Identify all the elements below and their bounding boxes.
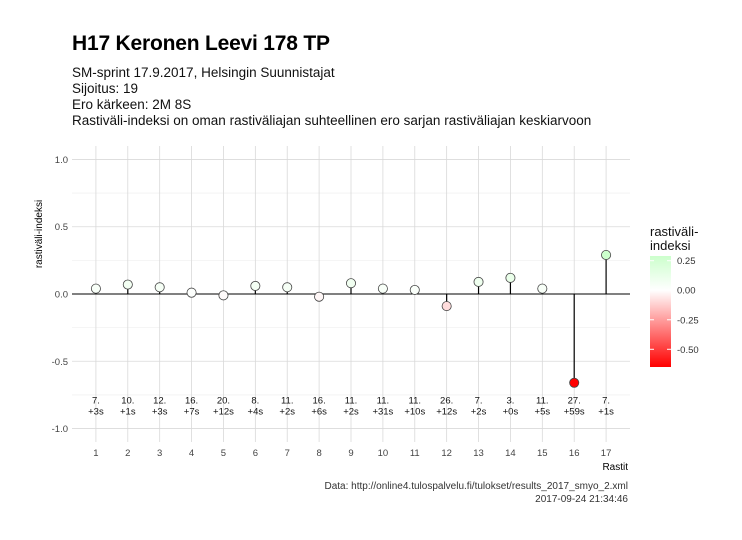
- legend-tick-label: -0.25: [677, 315, 699, 326]
- rank-label: 7.: [475, 396, 483, 407]
- data-point: [250, 280, 261, 291]
- rank-label: 11.: [345, 396, 358, 407]
- rank-label: 11.: [409, 396, 422, 407]
- split-diff-label: +10s: [404, 407, 425, 418]
- data-point: [377, 283, 388, 294]
- chart-title: H17 Keronen Leevi 178 TP: [72, 32, 330, 55]
- legend-colorbar: [650, 256, 671, 367]
- subtitle-line-gap: Ero kärkeen: 2M 8S: [72, 97, 192, 112]
- x-tick-label: 3: [157, 448, 162, 459]
- rank-label: 12.: [153, 396, 166, 407]
- x-tick-label: 17: [601, 448, 612, 459]
- data-point: [218, 290, 229, 301]
- x-tick-label: 16: [569, 448, 580, 459]
- data-point: [505, 272, 516, 283]
- rank-label: 11.: [536, 396, 549, 407]
- data-point: [441, 301, 452, 312]
- rank-label: 8.: [251, 396, 259, 407]
- chart-subtitle: SM-sprint 17.9.2017, Helsingin Suunnista…: [72, 65, 591, 129]
- split-diff-label: +5s: [535, 407, 551, 418]
- split-diff-label: +59s: [564, 407, 585, 418]
- x-tick-label: 12: [441, 448, 452, 459]
- split-diff-label: +3s: [152, 407, 168, 418]
- rank-label: 16.: [313, 396, 326, 407]
- split-diff-label: +2s: [279, 407, 295, 418]
- x-tick-label: 9: [348, 448, 353, 459]
- split-diff-label: +3s: [88, 407, 104, 418]
- split-diff-label: +2s: [343, 407, 359, 418]
- timestamp: 2017-09-24 21:34:46: [535, 494, 628, 505]
- data-point: [345, 278, 356, 289]
- x-tick-label: 15: [537, 448, 548, 459]
- data-point: [282, 282, 293, 293]
- x-tick-label: 13: [473, 448, 484, 459]
- y-tick-label: -0.5: [52, 357, 68, 368]
- split-diff-label: +4s: [248, 407, 264, 418]
- split-diff-label: +12s: [213, 407, 234, 418]
- split-diff-label: +2s: [471, 407, 487, 418]
- rank-label: 27.: [568, 396, 581, 407]
- split-diff-label: +7s: [184, 407, 200, 418]
- subtitle-line-description: Rastiväli-indeksi on oman rastiväliajan …: [72, 113, 592, 128]
- split-diff-label: +1s: [598, 407, 614, 418]
- data-point: [186, 287, 197, 298]
- x-tick-label: 7: [285, 448, 290, 459]
- x-tick-label: 5: [221, 448, 226, 459]
- data-point: [90, 283, 101, 294]
- x-tick-label: 2: [125, 448, 130, 459]
- rank-label: 16.: [185, 396, 198, 407]
- x-tick-label: 4: [189, 448, 194, 459]
- rank-label: 11.: [377, 396, 390, 407]
- data-point: [314, 291, 325, 302]
- data-point: [601, 249, 612, 260]
- subtitle-line-event: SM-sprint 17.9.2017, Helsingin Suunnista…: [72, 65, 335, 80]
- data-point: [537, 283, 548, 294]
- legend-tick-label: 0.00: [677, 286, 696, 297]
- x-axis-title: Rastit: [602, 462, 628, 473]
- x-tick-label: 6: [253, 448, 258, 459]
- x-tick-label: 10: [378, 448, 389, 459]
- legend-tick-label: -0.50: [677, 345, 699, 356]
- data-point: [122, 279, 133, 290]
- split-diff-label: +12s: [436, 407, 457, 418]
- rank-label: 3.: [506, 396, 514, 407]
- legend-tick-label: 0.25: [677, 256, 696, 267]
- x-tick-label: 14: [505, 448, 516, 459]
- y-axis-title: rastiväli-indeksi: [34, 200, 45, 268]
- rank-label: 26.: [440, 396, 453, 407]
- data-point: [154, 282, 165, 293]
- data-point: [473, 276, 484, 287]
- chart-caption: Data: http://online4.tulospalvelu.fi/tul…: [324, 480, 628, 506]
- y-tick-label: -1.0: [52, 424, 68, 435]
- data-point: [409, 284, 420, 295]
- rank-label: 7.: [92, 396, 100, 407]
- legend-title: rastiväli- indeksi: [650, 224, 699, 253]
- y-tick-label: 0.5: [55, 222, 68, 233]
- split-diff-label: +1s: [120, 407, 136, 418]
- x-tick-label: 11: [410, 448, 420, 459]
- rank-label: 11.: [281, 396, 294, 407]
- split-diff-label: +6s: [311, 407, 327, 418]
- split-diff-label: +0s: [503, 407, 519, 418]
- data-point: [569, 377, 580, 388]
- subtitle-line-placing: Sijoitus: 19: [72, 81, 139, 96]
- split-diff-label: +31s: [372, 407, 393, 418]
- y-tick-label: 1.0: [55, 155, 68, 166]
- y-tick-label: 0.0: [55, 290, 68, 301]
- data-source: Data: http://online4.tulospalvelu.fi/tul…: [324, 481, 628, 492]
- x-tick-label: 8: [316, 448, 321, 459]
- rank-label: 20.: [217, 396, 230, 407]
- rank-label: 7.: [602, 396, 610, 407]
- x-tick-label: 1: [93, 448, 98, 459]
- rank-label: 10.: [121, 396, 134, 407]
